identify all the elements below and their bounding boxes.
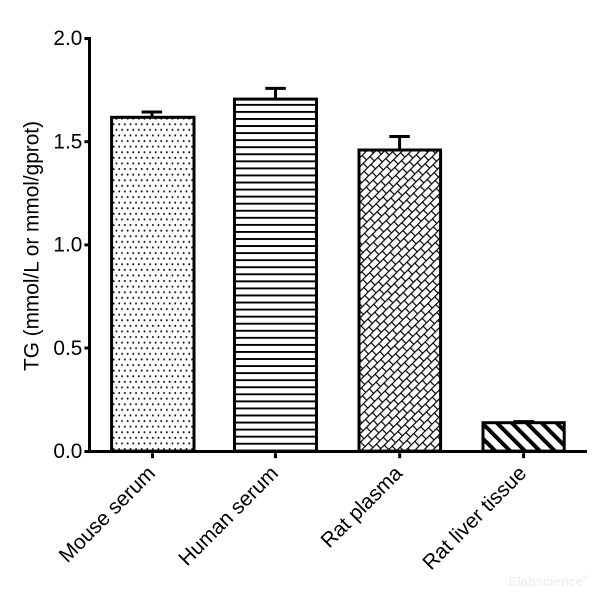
svg-text:TG (mmol/L or mmol/gprot): TG (mmol/L or mmol/gprot)	[21, 121, 44, 371]
svg-text:Elabscience®: Elabscience®	[509, 574, 590, 589]
svg-text:1.0: 1.0	[53, 234, 82, 257]
svg-text:0.0: 0.0	[53, 440, 82, 463]
svg-text:0.5: 0.5	[53, 337, 82, 360]
svg-text:1.5: 1.5	[53, 131, 82, 154]
svg-text:2.0: 2.0	[53, 27, 82, 50]
